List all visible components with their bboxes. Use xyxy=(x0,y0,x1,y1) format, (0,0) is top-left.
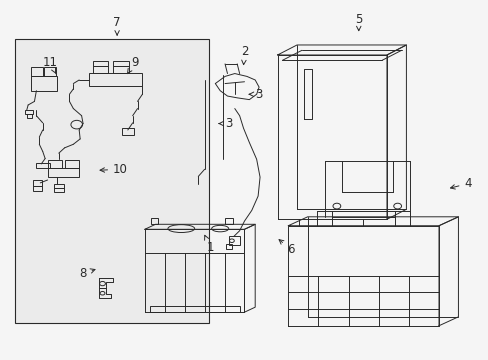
Text: 9: 9 xyxy=(127,55,139,74)
Bar xyxy=(93,66,108,73)
Bar xyxy=(228,236,239,245)
Bar xyxy=(15,39,209,323)
Bar xyxy=(44,67,56,76)
Bar xyxy=(47,160,62,168)
Text: 8: 8 xyxy=(79,267,95,280)
Text: 4: 4 xyxy=(449,177,471,190)
Text: 7: 7 xyxy=(113,15,121,35)
Bar xyxy=(224,218,232,224)
Text: 6: 6 xyxy=(279,240,294,256)
Bar xyxy=(30,76,57,91)
Bar xyxy=(36,163,50,168)
Bar xyxy=(150,218,158,224)
Bar xyxy=(33,180,41,186)
Text: 11: 11 xyxy=(42,55,58,74)
Bar xyxy=(89,73,142,86)
Bar xyxy=(113,62,128,66)
Bar xyxy=(122,128,133,135)
Bar xyxy=(93,62,108,66)
Text: 1: 1 xyxy=(204,235,214,255)
Text: 5: 5 xyxy=(354,13,362,31)
Bar xyxy=(47,168,79,177)
Bar xyxy=(113,66,128,73)
Bar xyxy=(25,110,32,114)
Bar xyxy=(54,188,63,192)
Text: 10: 10 xyxy=(100,163,128,176)
Bar xyxy=(27,114,31,118)
Bar xyxy=(225,244,231,249)
Text: 3: 3 xyxy=(219,117,232,130)
Text: 3: 3 xyxy=(249,88,262,101)
Bar xyxy=(149,306,239,312)
Bar xyxy=(64,160,79,168)
Bar xyxy=(33,186,41,192)
Bar xyxy=(30,67,42,76)
Bar xyxy=(54,184,63,188)
Text: 2: 2 xyxy=(240,45,248,64)
